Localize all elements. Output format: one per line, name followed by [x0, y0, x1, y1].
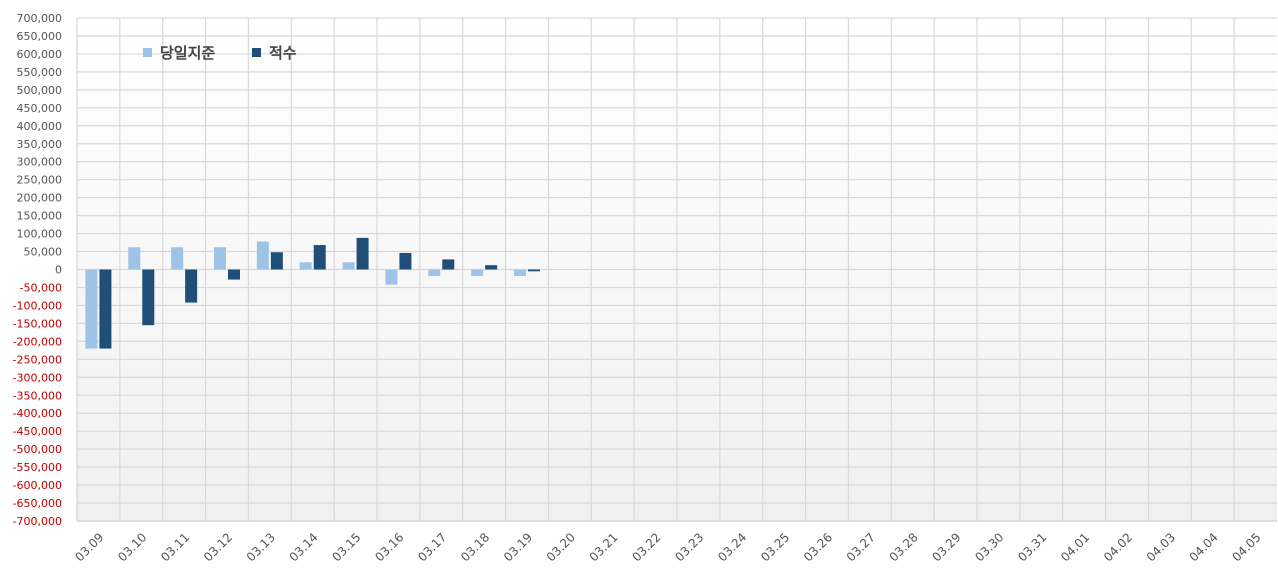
x-tick-label: 04.04: [1187, 530, 1221, 564]
y-tick-label: 50,000: [24, 246, 63, 259]
x-tick-label: 03.20: [544, 530, 578, 564]
x-tick-label: 03.24: [715, 530, 749, 564]
bar-series-0-03.11: [171, 247, 184, 270]
bar-series-0-03.09: [85, 269, 98, 349]
bar-series-0-03.14: [299, 262, 312, 270]
x-tick-label: 04.01: [1058, 530, 1092, 564]
y-tick-label: 300,000: [17, 156, 63, 169]
x-tick-label: 03.11: [158, 530, 192, 564]
y-tick-label: -100,000: [13, 299, 62, 312]
legend-label-series-0: 당일지준: [160, 44, 215, 62]
y-tick-label: -500,000: [13, 443, 62, 456]
grid-lines: [76, 17, 1277, 522]
y-tick-label: -550,000: [13, 461, 62, 474]
x-tick-label: 03.10: [115, 530, 149, 564]
x-tick-label: 03.21: [587, 530, 621, 564]
x-tick-label: 04.05: [1229, 530, 1263, 564]
y-tick-label: -350,000: [13, 389, 62, 402]
y-tick-label: -400,000: [13, 407, 62, 420]
x-tick-label: 04.02: [1101, 530, 1135, 564]
bar-series-1-03.19: [528, 269, 540, 272]
bar-series-0-03.15: [342, 262, 355, 270]
y-tick-label: -150,000: [13, 317, 62, 330]
y-tick-label: -450,000: [13, 425, 62, 438]
x-tick-label: 03.22: [629, 530, 663, 564]
legend-swatch-series-1: [252, 48, 261, 57]
y-tick-label: 650,000: [17, 30, 63, 43]
y-tick-label: -300,000: [13, 371, 62, 384]
bar-series-0-03.12: [214, 247, 226, 270]
y-tick-label: 500,000: [17, 84, 63, 97]
bar-series-1-03.18: [485, 265, 498, 270]
x-tick-label: 03.12: [201, 530, 235, 564]
x-tick-label: 03.17: [415, 530, 449, 564]
y-tick-label: 150,000: [17, 210, 63, 223]
bar-series-0-03.13: [256, 241, 269, 270]
y-tick-label: 700,000: [17, 12, 63, 25]
x-tick-label: 03.29: [929, 530, 963, 564]
x-tick-label: 03.28: [887, 530, 921, 564]
legend-swatch-series-0: [143, 48, 152, 57]
x-tick-label: 03.19: [501, 530, 535, 564]
bar-series-0-03.10: [128, 247, 141, 270]
y-axis-ticks: 700,000 650,000 600,000 550,000 500,000 450,0…: [13, 12, 62, 528]
y-tick-label: -50,000: [20, 281, 62, 294]
x-tick-label: 04.03: [1144, 530, 1178, 564]
x-tick-label: 03.26: [801, 530, 835, 564]
bar-series-1-03.14: [313, 245, 326, 270]
x-axis-ticks: 03.09 03.10 03.11 03.12 03.13 03.14 03.15 03.16…: [72, 530, 1263, 564]
y-tick-label: -200,000: [13, 335, 62, 348]
x-tick-label: 03.15: [329, 530, 363, 564]
bar-series-0-03.16: [385, 269, 398, 285]
bar-series-1-03.15: [356, 237, 369, 270]
y-tick-label: 450,000: [17, 102, 63, 115]
y-tick-label: 400,000: [17, 120, 63, 133]
bar-series-0-03.19: [514, 269, 526, 276]
legend: 당일지준 적수: [143, 44, 297, 62]
bar-series-1-03.09: [99, 269, 112, 349]
bar-series-1-03.17: [442, 259, 455, 270]
x-tick-label: 03.16: [372, 530, 406, 564]
bars: [85, 237, 540, 349]
y-tick-label: 550,000: [17, 66, 63, 79]
y-tick-label: 100,000: [17, 228, 63, 241]
x-tick-label: 03.27: [844, 530, 878, 564]
bar-series-1-03.12: [228, 269, 240, 280]
y-tick-label: 600,000: [17, 48, 63, 61]
x-tick-label: 03.18: [458, 530, 492, 564]
bar-series-1-03.10: [142, 269, 155, 326]
bar-series-1-03.13: [270, 252, 283, 270]
x-tick-label: 03.13: [244, 530, 278, 564]
y-tick-label: 250,000: [17, 174, 63, 187]
y-tick-label: 350,000: [17, 138, 63, 151]
x-tick-label: 03.23: [672, 530, 706, 564]
bar-series-1-03.16: [399, 252, 412, 270]
x-tick-label: 03.30: [972, 530, 1006, 564]
y-tick-label: -650,000: [13, 497, 62, 510]
bar-series-1-03.11: [185, 269, 198, 303]
legend-label-series-1: 적수: [269, 44, 297, 62]
y-tick-label: 0: [55, 264, 62, 277]
y-tick-label: -600,000: [13, 479, 62, 492]
x-tick-label: 03.31: [1015, 530, 1049, 564]
x-tick-label: 03.14: [287, 530, 321, 564]
x-tick-label: 03.09: [72, 530, 106, 564]
bar-series-0-03.17: [428, 269, 441, 276]
y-tick-label: -250,000: [13, 353, 62, 366]
y-tick-label: 200,000: [17, 192, 63, 205]
y-tick-label: -700,000: [13, 515, 62, 528]
bar-series-0-03.18: [471, 269, 484, 276]
x-tick-label: 03.25: [758, 530, 792, 564]
